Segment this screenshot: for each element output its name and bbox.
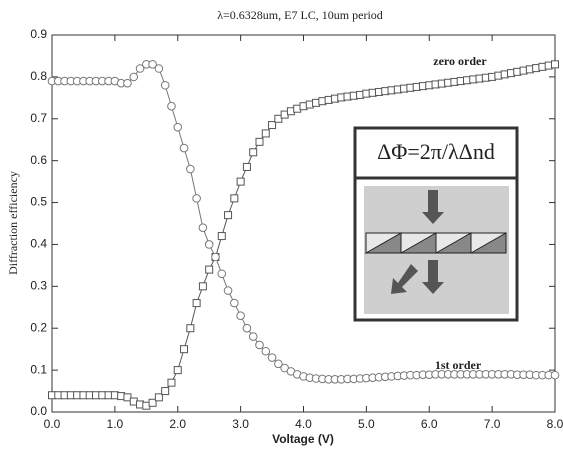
y-tick-label: 0.5: [30, 195, 47, 209]
data-point: [198, 223, 208, 232]
data-point: [255, 137, 264, 146]
data-point: [211, 252, 220, 262]
data-point: [154, 64, 164, 73]
data-point: [261, 129, 270, 138]
data-point: [173, 366, 182, 375]
data-point: [180, 345, 189, 354]
series-annotation: 1st order: [435, 358, 482, 372]
chart-title: λ=0.6328um, E7 LC, 10um period: [217, 8, 383, 22]
data-point: [135, 64, 145, 73]
data-point: [223, 286, 233, 295]
data-point: [248, 332, 258, 341]
grating: [364, 232, 507, 254]
y-tick-label: 0.1: [30, 362, 47, 376]
y-axis-label: Diffraction efficiency: [6, 171, 20, 275]
arrow-in: [422, 190, 444, 224]
data-point: [167, 101, 176, 111]
y-tick-label: 0.3: [30, 279, 47, 293]
data-point: [217, 269, 227, 279]
data-point: [242, 323, 252, 333]
data-point: [274, 359, 283, 369]
inset-formula: ΔΦ=2π/λΔnd: [377, 139, 495, 164]
data-point: [198, 282, 207, 291]
data-point: [236, 311, 245, 320]
arrow-first: [391, 264, 418, 294]
data-point: [186, 324, 195, 333]
x-tick-label: 8.0: [547, 417, 563, 431]
data-point: [267, 353, 277, 362]
x-axis-label: Voltage (V): [272, 432, 334, 446]
data-point: [123, 78, 132, 88]
data-point: [123, 393, 132, 402]
x-tick-label: 3.0: [232, 417, 249, 431]
y-tick-label: 0.9: [30, 27, 47, 41]
y-tick-label: 0.2: [30, 320, 47, 334]
data-point: [274, 114, 283, 123]
y-tick-label: 0.7: [30, 111, 47, 125]
x-tick-label: 4.0: [295, 417, 312, 431]
series-annotation: zero order: [433, 54, 487, 68]
data-point: [192, 299, 201, 308]
data-point: [205, 265, 214, 274]
data-point: [148, 60, 157, 69]
arrow-zero: [422, 260, 444, 294]
data-point: [217, 232, 226, 241]
x-tick-label: 7.0: [484, 417, 501, 431]
data-point: [148, 398, 157, 407]
data-point: [550, 370, 560, 380]
y-tick-label: 0.6: [30, 153, 47, 167]
x-tick-label: 0.0: [44, 417, 61, 431]
data-point: [167, 378, 176, 387]
data-point: [236, 177, 245, 186]
data-point: [161, 387, 170, 396]
y-tick-label: 0.4: [30, 237, 47, 251]
x-tick-label: 6.0: [421, 417, 438, 431]
data-point: [186, 164, 195, 174]
data-point: [230, 194, 239, 203]
x-tick-label: 2.0: [169, 417, 186, 431]
data-point: [224, 211, 233, 220]
inset: ΔΦ=2π/λΔnd: [353, 126, 519, 322]
x-tick-label: 5.0: [358, 417, 375, 431]
data-point: [268, 121, 277, 130]
data-point: [230, 298, 239, 308]
data-point: [242, 162, 251, 171]
data-point: [249, 148, 258, 157]
y-tick-label: 0.8: [30, 69, 47, 83]
data-point: [129, 72, 139, 82]
data-point: [179, 143, 189, 153]
data-point: [173, 122, 183, 132]
x-tick-label: 1.0: [107, 417, 124, 431]
data-point: [551, 60, 559, 69]
data-point: [255, 340, 264, 350]
data-point: [160, 80, 170, 90]
data-point: [192, 194, 201, 203]
data-point: [261, 346, 271, 356]
data-point: [204, 240, 214, 249]
data-point: [154, 393, 163, 402]
y-tick-label: 0.0: [30, 404, 47, 418]
